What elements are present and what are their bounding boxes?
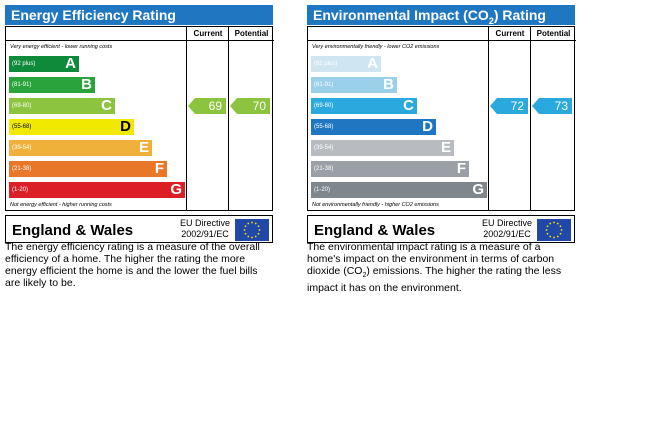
rating-band-f: (21-38) F bbox=[9, 161, 167, 177]
band-letter: D bbox=[120, 118, 131, 135]
eu-star-icon bbox=[254, 235, 257, 238]
energy-efficiency-panel: Energy Efficiency Rating Current Potenti… bbox=[5, 5, 274, 243]
eu-star-icon bbox=[545, 229, 548, 231]
band-range: (55-68) bbox=[12, 124, 32, 130]
energy-potential-rating: 70 bbox=[230, 98, 270, 114]
band-letter: E bbox=[440, 139, 451, 156]
environment-directive: EU Directive 2002/91/EC bbox=[481, 218, 532, 239]
environment-top-note: Very environmentally friendly - lower CO… bbox=[312, 44, 440, 50]
eu-star-icon bbox=[546, 225, 549, 228]
band-range: (39-54) bbox=[12, 145, 32, 151]
eu-star-icon bbox=[258, 229, 261, 231]
band-range: (92 plus) bbox=[314, 61, 338, 67]
environmental-impact-panel: Environmental Impact (CO2) Rating Curren… bbox=[307, 5, 576, 243]
band-letter: C bbox=[101, 97, 112, 114]
eu-star-icon bbox=[556, 235, 559, 238]
band-letter: F bbox=[154, 160, 164, 177]
band-range: (55-68) bbox=[314, 124, 334, 130]
rating-band-a: (92 plus) A bbox=[9, 56, 79, 72]
band-range: (69-80) bbox=[314, 103, 334, 109]
band-letter: G bbox=[472, 181, 484, 198]
band-range: (81-91) bbox=[12, 82, 32, 88]
environment-title: Environmental Impact (CO2) Rating bbox=[307, 5, 575, 26]
eu-star-icon bbox=[247, 235, 250, 238]
band-letter: A bbox=[367, 55, 378, 72]
environment-footer: England & Wales EU Directive 2002/91/EC bbox=[307, 215, 575, 243]
eu-star-icon bbox=[546, 232, 549, 235]
eu-star-icon bbox=[559, 225, 562, 228]
eu-star-icon bbox=[243, 229, 246, 231]
rating-band-e: (39-54) E bbox=[9, 140, 152, 156]
energy-top-note: Very energy efficient - lower running co… bbox=[10, 44, 113, 50]
eu-flag-icon bbox=[537, 219, 571, 241]
band-letter: B bbox=[81, 76, 92, 93]
environment-potential-rating: 73 bbox=[532, 98, 572, 114]
eu-star-icon bbox=[254, 222, 257, 225]
eu-star-icon bbox=[560, 229, 563, 231]
environment-chart: Current Potential Very environmentally f… bbox=[307, 26, 576, 211]
band-range: (21-38) bbox=[12, 166, 32, 172]
band-range: (92 plus) bbox=[12, 61, 36, 67]
band-range: (1-20) bbox=[12, 187, 29, 193]
eu-star-icon bbox=[556, 222, 559, 225]
band-letter: B bbox=[383, 76, 394, 93]
band-range: (21-38) bbox=[314, 166, 334, 172]
rating-band-b: (81-91) B bbox=[9, 77, 95, 93]
eu-star-icon bbox=[244, 225, 247, 228]
band-letter: E bbox=[138, 139, 149, 156]
rating-band-d: (55-68) D bbox=[311, 119, 436, 135]
rating-band-g: (1-20) G bbox=[311, 182, 487, 198]
environment-current-rating: 72 bbox=[490, 98, 528, 114]
rating-band-d: (55-68) D bbox=[9, 119, 134, 135]
energy-title: Energy Efficiency Rating bbox=[5, 5, 273, 25]
eu-star-icon bbox=[549, 222, 552, 225]
environment-country: England & Wales bbox=[314, 222, 436, 239]
environment-description: The environmental impact rating is a mea… bbox=[307, 241, 562, 295]
energy-current-header: Current bbox=[186, 27, 229, 41]
band-letter: G bbox=[170, 181, 182, 198]
energy-footer: England & Wales EU Directive 2002/91/EC bbox=[5, 215, 273, 243]
environment-current-header: Current bbox=[488, 27, 531, 41]
rating-band-a: (92 plus) A bbox=[311, 56, 381, 72]
rating-band-b: (81-91) B bbox=[311, 77, 397, 93]
rating-band-g: (1-20) G bbox=[9, 182, 185, 198]
band-letter: F bbox=[456, 160, 466, 177]
band-range: (1-20) bbox=[314, 187, 331, 193]
band-letter: A bbox=[65, 55, 76, 72]
energy-bottom-note: Not energy efficient - higher running co… bbox=[10, 202, 112, 208]
band-range: (39-54) bbox=[314, 145, 334, 151]
eu-star-icon bbox=[247, 222, 250, 225]
energy-potential-header: Potential bbox=[228, 27, 274, 41]
eu-star-icon bbox=[559, 232, 562, 235]
energy-chart: Current Potential Very energy efficient … bbox=[5, 26, 274, 211]
band-range: (69-80) bbox=[12, 103, 32, 109]
eu-star-icon bbox=[257, 225, 260, 228]
band-range: (81-91) bbox=[314, 82, 334, 88]
rating-band-e: (39-54) E bbox=[311, 140, 454, 156]
eu-flag-icon bbox=[235, 219, 269, 241]
energy-description: The energy efficiency rating is a measur… bbox=[5, 241, 260, 289]
energy-country: England & Wales bbox=[12, 222, 134, 239]
rating-band-f: (21-38) F bbox=[311, 161, 469, 177]
energy-directive: EU Directive 2002/91/EC bbox=[179, 218, 230, 239]
eu-star-icon bbox=[553, 236, 555, 239]
rating-band-c: (69-80) C bbox=[9, 98, 115, 114]
eu-star-icon bbox=[549, 235, 552, 238]
eu-star-icon bbox=[257, 232, 260, 235]
eu-star-icon bbox=[553, 221, 555, 224]
eu-star-icon bbox=[244, 232, 247, 235]
environment-potential-header: Potential bbox=[530, 27, 576, 41]
eu-star-icon bbox=[251, 221, 253, 224]
band-letter: D bbox=[422, 118, 433, 135]
band-letter: C bbox=[403, 97, 414, 114]
eu-star-icon bbox=[251, 236, 253, 239]
environment-bottom-note: Not environmentally friendly - higher CO… bbox=[312, 202, 439, 208]
energy-current-rating: 69 bbox=[188, 98, 226, 114]
rating-band-c: (69-80) C bbox=[311, 98, 417, 114]
